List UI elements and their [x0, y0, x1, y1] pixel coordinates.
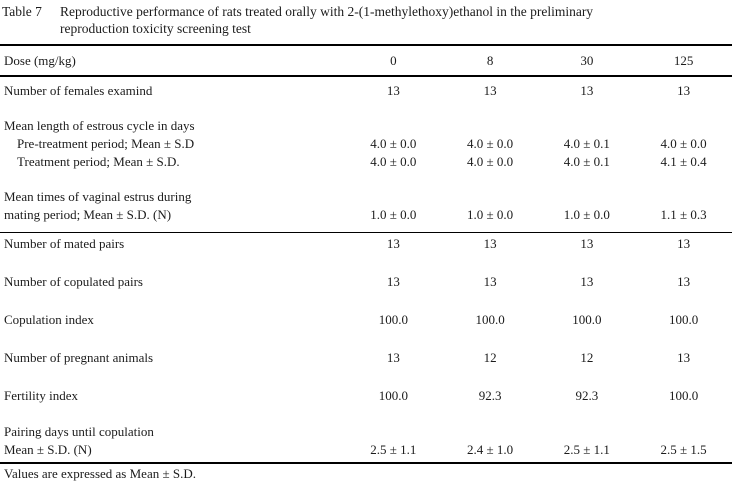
cell-value: 13 — [677, 83, 691, 98]
cell-value: 4.1 ± 0.4 — [660, 154, 707, 169]
cell-value: 4.0 ± 0.1 — [563, 136, 610, 151]
cell-value — [539, 188, 636, 206]
cell-value — [442, 423, 539, 441]
table-row: Number of females examind 13 13 13 13 — [0, 82, 732, 100]
cell-value — [635, 423, 732, 441]
cell-value: 13 — [677, 274, 691, 289]
row-label: Number of mated pairs — [4, 236, 125, 251]
cell-value: 100.0 — [475, 312, 505, 327]
cell-value — [442, 188, 539, 206]
cell-value: 4.0 ± 0.0 — [370, 154, 417, 169]
row-label: Mean ± S.D. (N) — [4, 442, 92, 457]
cell-value: 13 — [580, 236, 594, 251]
row-label: Fertility index — [4, 388, 79, 403]
row-label: Treatment period; Mean ± S.D. — [17, 154, 180, 169]
table-row: Mean length of estrous cycle in days — [0, 117, 732, 135]
cell-value — [635, 188, 732, 206]
cell-value: 100.0 — [669, 388, 699, 403]
row-label: Copulation index — [4, 312, 94, 327]
cell-value: 1.1 ± 0.3 — [660, 207, 707, 222]
cell-value: 2.5 ± 1.1 — [563, 442, 610, 457]
table-row: Number of mated pairs 13 13 13 13 — [0, 235, 732, 253]
cell-value: 13 — [580, 83, 594, 98]
cell-value: 13 — [386, 83, 400, 98]
cell-value: 13 — [677, 350, 691, 365]
table-number: Table 7 — [2, 4, 42, 19]
cell-value — [539, 423, 636, 441]
row-label: mating period; Mean ± S.D. (N) — [4, 207, 172, 222]
cell-value: 13 — [386, 274, 400, 289]
cell-value — [635, 117, 732, 135]
cell-value — [442, 117, 539, 135]
table-row: Pre-treatment period; Mean ± S.D 4.0 ± 0… — [0, 135, 732, 153]
cell-value: 4.0 ± 0.0 — [370, 136, 417, 151]
table-title-line1: Reproductive performance of rats treated… — [60, 4, 594, 19]
cell-value — [345, 423, 442, 441]
table-title-line2: reproduction toxicity screening test — [60, 20, 251, 36]
mid-rule — [0, 232, 732, 233]
cell-value: 12 — [580, 350, 594, 365]
cell-value: 13 — [386, 350, 400, 365]
dose-header-row: Dose (mg/kg) 0 8 30 125 — [0, 46, 732, 75]
table-row: mating period; Mean ± S.D. (N) 1.0 ± 0.0… — [0, 206, 732, 224]
cell-value: 1.0 ± 0.0 — [563, 207, 610, 222]
cell-value: 4.0 ± 0.0 — [467, 136, 514, 151]
cell-value — [539, 117, 636, 135]
dose-value: 125 — [673, 52, 694, 68]
header-rule — [0, 75, 732, 77]
cell-value: 92.3 — [478, 388, 502, 403]
table-row: Pairing days until copulation — [0, 423, 732, 441]
row-label: Number of females examind — [4, 83, 153, 98]
row-label: Mean times of vaginal estrus during — [4, 189, 192, 204]
cell-value: 1.0 ± 0.0 — [467, 207, 514, 222]
cell-value: 13 — [483, 274, 497, 289]
cell-value: 13 — [677, 236, 691, 251]
cell-value: 4.0 ± 0.0 — [660, 136, 707, 151]
table-row: Number of pregnant animals 13 12 12 13 — [0, 349, 732, 367]
cell-value: 4.0 ± 0.0 — [467, 154, 514, 169]
row-label: Mean length of estrous cycle in days — [4, 118, 195, 133]
top-rule — [0, 44, 732, 46]
table-footnote: Values are expressed as Mean ± S.D. — [4, 466, 196, 481]
table-row: Mean times of vaginal estrus during — [0, 188, 732, 206]
table-row: Treatment period; Mean ± S.D. 4.0 ± 0.0 … — [0, 153, 732, 171]
cell-value — [345, 117, 442, 135]
cell-value: 100.0 — [378, 388, 408, 403]
cell-value: 4.0 ± 0.1 — [563, 154, 610, 169]
row-label: Number of pregnant animals — [4, 350, 154, 365]
cell-value: 92.3 — [575, 388, 599, 403]
cell-value: 100.0 — [669, 312, 699, 327]
dose-value: 0 — [390, 52, 397, 68]
cell-value: 2.4 ± 1.0 — [467, 442, 514, 457]
cell-value: 2.5 ± 1.1 — [370, 442, 417, 457]
dose-value: 8 — [486, 52, 494, 68]
table-title: Reproductive performance of rats treated… — [60, 4, 732, 37]
bottom-rule — [0, 462, 732, 464]
row-label: Pairing days until copulation — [4, 424, 154, 439]
cell-value: 13 — [483, 236, 497, 251]
cell-value — [345, 188, 442, 206]
cell-value: 100.0 — [572, 312, 602, 327]
cell-value: 13 — [580, 274, 594, 289]
dose-value: 30 — [580, 52, 594, 68]
cell-value: 2.5 ± 1.5 — [660, 442, 707, 457]
table-row: Mean ± S.D. (N) 2.5 ± 1.1 2.4 ± 1.0 2.5 … — [0, 441, 732, 459]
cell-value: 1.0 ± 0.0 — [370, 207, 417, 222]
table-row: Fertility index 100.0 92.3 92.3 100.0 — [0, 387, 732, 405]
cell-value: 12 — [483, 350, 497, 365]
cell-value: 100.0 — [378, 312, 408, 327]
row-label: Number of copulated pairs — [4, 274, 143, 289]
table-row: Number of copulated pairs 13 13 13 13 — [0, 273, 732, 291]
row-label: Pre-treatment period; Mean ± S.D — [17, 136, 195, 151]
cell-value: 13 — [483, 83, 497, 98]
table-caption: Table 7 Reproductive performance of rats… — [0, 0, 732, 37]
dose-label: Dose (mg/kg) — [4, 52, 76, 68]
table-row: Copulation index 100.0 100.0 100.0 100.0 — [0, 311, 732, 329]
cell-value: 13 — [386, 236, 400, 251]
